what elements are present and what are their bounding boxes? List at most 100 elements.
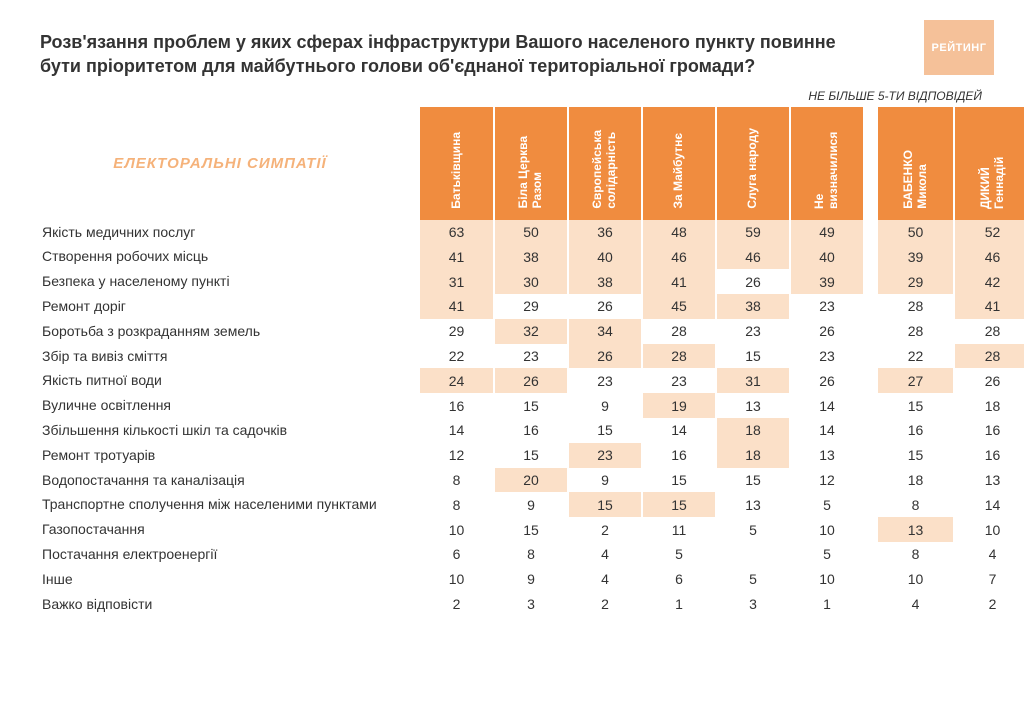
data-cell: 28 (642, 319, 716, 344)
logo-badge: РЕЙТИНГ (924, 20, 994, 75)
data-cell: 26 (790, 368, 864, 393)
data-cell: 11 (642, 517, 716, 542)
table-row: Водопостачання та каналізація82091515121… (40, 468, 1024, 493)
data-cell: 12 (420, 443, 494, 468)
table-row: Ремонт тротуарів1215231618131516 (40, 443, 1024, 468)
data-cell: 2 (568, 592, 642, 617)
cell-gap (864, 269, 878, 294)
data-cell: 26 (568, 294, 642, 319)
data-cell: 26 (716, 269, 790, 294)
table-row: Збір та вивіз сміття2223262815232228 (40, 344, 1024, 369)
table-row: Якість медичних послуг6350364859495052 (40, 220, 1024, 245)
data-cell: 5 (790, 542, 864, 567)
table-row: Збільшення кількості шкіл та садочків141… (40, 418, 1024, 443)
row-label: Транспортне сполучення між населеними пу… (40, 492, 420, 517)
column-header: Батьківщина (420, 107, 494, 220)
row-label: Боротьба з розкраданням земель (40, 319, 420, 344)
data-cell: 10 (420, 567, 494, 592)
data-cell: 18 (878, 468, 954, 493)
data-cell: 41 (420, 294, 494, 319)
data-cell: 16 (954, 443, 1024, 468)
data-cell: 10 (790, 517, 864, 542)
data-cell: 4 (568, 542, 642, 567)
cell-gap (864, 492, 878, 517)
cell-gap (864, 517, 878, 542)
data-cell: 9 (568, 468, 642, 493)
table-row: Створення робочих місць4138404646403946 (40, 244, 1024, 269)
cell-gap (864, 418, 878, 443)
data-cell: 49 (790, 220, 864, 245)
column-gap (864, 107, 878, 220)
data-cell: 13 (716, 492, 790, 517)
data-cell: 8 (878, 492, 954, 517)
data-cell: 4 (954, 542, 1024, 567)
data-cell: 59 (716, 220, 790, 245)
table-row: Транспортне сполучення між населеними пу… (40, 492, 1024, 517)
data-cell: 48 (642, 220, 716, 245)
cell-gap (864, 294, 878, 319)
data-cell: 16 (878, 418, 954, 443)
data-cell: 38 (568, 269, 642, 294)
data-cell: 31 (420, 269, 494, 294)
data-cell: 28 (642, 344, 716, 369)
data-cell: 14 (420, 418, 494, 443)
data-cell: 5 (790, 492, 864, 517)
data-cell: 13 (716, 393, 790, 418)
data-cell: 14 (790, 393, 864, 418)
column-header: Європейська солідарність (568, 107, 642, 220)
data-cell: 14 (790, 418, 864, 443)
data-cell: 26 (790, 319, 864, 344)
data-cell: 46 (642, 244, 716, 269)
data-cell: 15 (716, 468, 790, 493)
data-cell: 9 (494, 492, 568, 517)
table-row: Постачання електроенергії6845584 (40, 542, 1024, 567)
data-cell: 26 (494, 368, 568, 393)
column-header: Біла Церква Разом (494, 107, 568, 220)
cell-gap (864, 468, 878, 493)
data-cell: 41 (420, 244, 494, 269)
data-cell: 8 (878, 542, 954, 567)
data-cell: 15 (494, 517, 568, 542)
data-cell: 24 (420, 368, 494, 393)
data-cell: 1 (790, 592, 864, 617)
data-cell: 26 (954, 368, 1024, 393)
column-header: ДИКИЙ Геннадій (954, 107, 1024, 220)
row-label: Ремонт тротуарів (40, 443, 420, 468)
data-cell: 5 (716, 567, 790, 592)
data-cell: 18 (716, 418, 790, 443)
data-cell: 13 (954, 468, 1024, 493)
data-cell: 40 (568, 244, 642, 269)
page-title: Розв'язання проблем у яких сферах інфрас… (40, 30, 870, 79)
data-cell: 5 (716, 517, 790, 542)
data-cell: 22 (420, 344, 494, 369)
data-cell: 15 (568, 492, 642, 517)
data-cell: 52 (954, 220, 1024, 245)
data-cell: 32 (494, 319, 568, 344)
data-cell: 46 (954, 244, 1024, 269)
data-cell: 10 (420, 517, 494, 542)
data-cell: 34 (568, 319, 642, 344)
data-cell: 9 (568, 393, 642, 418)
row-label: Вуличне освітлення (40, 393, 420, 418)
row-label: Водопостачання та каналізація (40, 468, 420, 493)
data-cell: 28 (954, 344, 1024, 369)
data-cell: 29 (878, 269, 954, 294)
data-cell: 28 (954, 319, 1024, 344)
data-cell: 3 (716, 592, 790, 617)
row-label: Постачання електроенергії (40, 542, 420, 567)
table-row: Вуличне освітлення161591913141518 (40, 393, 1024, 418)
data-cell (716, 542, 790, 567)
data-cell: 18 (716, 443, 790, 468)
cell-gap (864, 368, 878, 393)
data-cell: 39 (878, 244, 954, 269)
data-cell: 29 (420, 319, 494, 344)
data-cell: 42 (954, 269, 1024, 294)
data-cell: 5 (642, 542, 716, 567)
table-row: Важко відповісти23213142 (40, 592, 1024, 617)
column-header: За Майбутнє (642, 107, 716, 220)
data-cell: 23 (790, 344, 864, 369)
row-label: Збір та вивіз сміття (40, 344, 420, 369)
data-cell: 38 (494, 244, 568, 269)
data-cell: 45 (642, 294, 716, 319)
data-cell: 38 (716, 294, 790, 319)
